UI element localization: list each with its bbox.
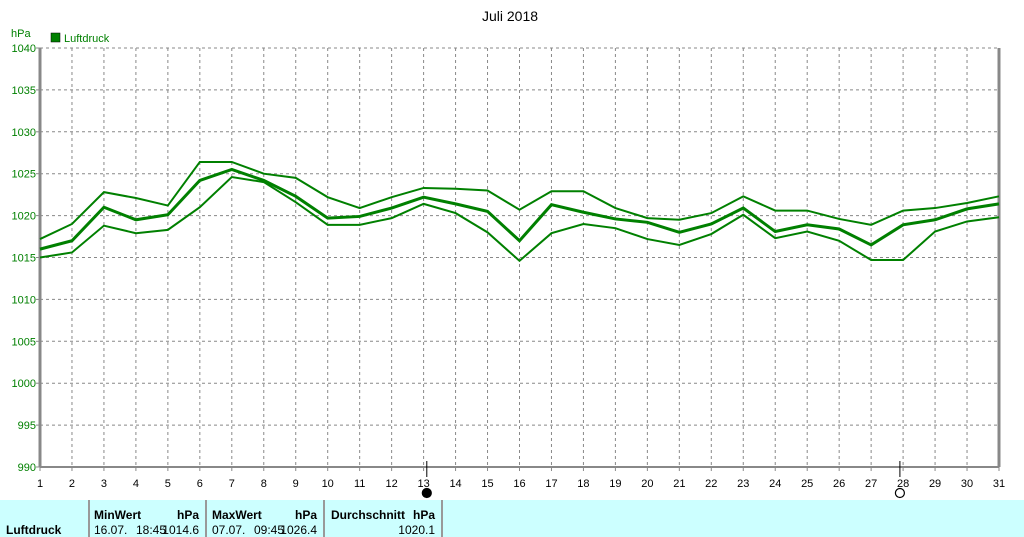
x-tick-label: 7	[229, 478, 235, 490]
new-moon-icon	[421, 487, 432, 499]
x-tick-label: 28	[897, 478, 909, 490]
min-value: 1014.6	[162, 523, 199, 537]
x-tick-label: 3	[101, 478, 107, 490]
x-tick-label: 17	[545, 478, 557, 490]
y-tick-label: 995	[18, 420, 36, 432]
y-tick-label: 990	[18, 462, 36, 474]
x-tick-label: 1	[37, 478, 43, 490]
min-header: MinWert	[94, 508, 142, 522]
x-tick-label: 11	[354, 478, 365, 490]
y-tick-label: 1030	[12, 127, 36, 139]
x-tick-label: 10	[322, 478, 334, 490]
chart-title: Juli 2018	[482, 8, 538, 24]
x-tick-label: 18	[577, 478, 589, 490]
x-tick-label: 20	[641, 478, 653, 490]
y-axis-label: hPa	[11, 28, 31, 40]
x-tick-label: 21	[673, 478, 685, 490]
pressure-chart: Juli 2018 hPa Luftdruck 990 995 1000 1005 10…	[11, 8, 1005, 499]
avg-header: Durchschnitt	[331, 508, 406, 522]
row-label: Luftdruck	[6, 523, 62, 537]
summary-table: Luftdruck MinWert hPa 16.07. 18:45 1014.…	[0, 500, 1024, 537]
x-tick-label: 16	[513, 478, 525, 490]
x-tick-label: 31	[993, 478, 1005, 490]
min-time: 18:45	[136, 523, 167, 537]
max-unit: hPa	[294, 508, 317, 522]
max-header: MaxWert	[212, 508, 262, 522]
x-tick-label: 13	[417, 478, 429, 490]
full-moon-icon	[894, 487, 906, 499]
x-tick-label: 26	[833, 478, 845, 490]
min-cell: MinWert hPa 16.07. 18:45 1014.6	[90, 500, 207, 537]
x-tick-label: 12	[386, 478, 398, 490]
x-tick-label: 5	[165, 478, 171, 490]
max-value: 1026.4	[280, 523, 317, 537]
x-tick-label: 27	[865, 478, 877, 490]
min-unit: hPa	[176, 508, 199, 522]
avg-unit: hPa	[412, 508, 435, 522]
x-tick-label: 25	[801, 478, 813, 490]
y-tick-label: 1020	[12, 211, 36, 223]
x-tick-label: 23	[737, 478, 749, 490]
y-tick-label: 1000	[12, 378, 36, 390]
legend-label: Luftdruck	[64, 33, 110, 45]
x-tick-label: 19	[609, 478, 621, 490]
legend-swatch	[50, 32, 61, 43]
y-tick-label: 1010	[12, 294, 36, 306]
max-time: 09:45	[254, 523, 285, 537]
min-date: 16.07.	[94, 523, 128, 537]
y-tick-label: 1005	[12, 336, 36, 348]
x-tick-label: 9	[293, 478, 299, 490]
y-tick-label: 1035	[12, 85, 36, 97]
x-tick-label: 15	[481, 478, 493, 490]
x-tick-label: 2	[69, 478, 75, 490]
avg-cell: Durchschnitt hPa 1020.1	[325, 500, 443, 537]
y-tick-label: 1015	[12, 253, 36, 265]
x-tick-label: 6	[197, 478, 203, 490]
avg-value: 1020.1	[398, 523, 435, 537]
max-cell: MaxWert hPa 07.07. 09:45 1026.4	[207, 500, 325, 537]
x-tick-label: 30	[961, 478, 973, 490]
x-tick-label: 14	[449, 478, 461, 490]
x-tick-label: 8	[261, 478, 267, 490]
y-tick-label: 1025	[12, 169, 36, 181]
x-tick-label: 22	[705, 478, 717, 490]
x-tick-label: 29	[929, 478, 941, 490]
y-tick-label: 1040	[12, 43, 36, 55]
max-date: 07.07.	[212, 523, 246, 537]
x-tick-label: 4	[133, 478, 139, 490]
x-tick-label: 24	[769, 478, 781, 490]
